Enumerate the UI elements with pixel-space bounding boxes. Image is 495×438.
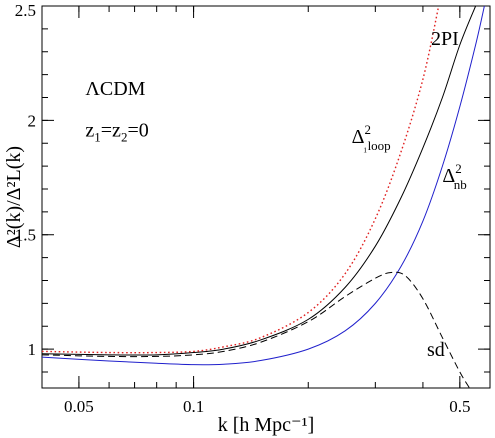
y-tick-label: 1 [28, 340, 37, 359]
ticks-layer: 0.05 0.1 0.5 1 1.5 2 2.5 [15, 1, 490, 416]
x-tick-label: 0.1 [183, 397, 204, 416]
y-tick-label: 2.5 [15, 1, 36, 20]
plot-frame [41, 5, 491, 389]
lcdm-label: ΛCDM [85, 78, 145, 100]
delta-1loop-label: Δ2 ₁loop [352, 122, 391, 153]
x-tick-label: 0.5 [449, 397, 470, 416]
series-layer [42, 6, 485, 388]
redshift-label: z1=z2=0 [85, 119, 148, 144]
series-line-1loop [42, 6, 440, 354]
series-line-2PI [42, 6, 477, 356]
annotations-layer: ΛCDM z1=z2=0 2PI Δ2 ₁loop Δ2 nb sd [85, 28, 466, 361]
series-line-sd [42, 271, 470, 388]
delta-nb-label: Δ2 nb [442, 161, 466, 192]
series-line-nb [42, 6, 485, 366]
x-axis-label: k [h Mpc⁻¹] [218, 414, 315, 436]
2pi-label: 2PI [431, 28, 459, 50]
y-tick-label: 1.5 [15, 226, 36, 245]
x-tick-label: 0.05 [64, 397, 94, 416]
y-axis-label: Δ²(k)/Δ²L(k) [3, 146, 25, 248]
y-tick-label: 2 [28, 111, 37, 130]
sd-label: sd [427, 339, 445, 361]
